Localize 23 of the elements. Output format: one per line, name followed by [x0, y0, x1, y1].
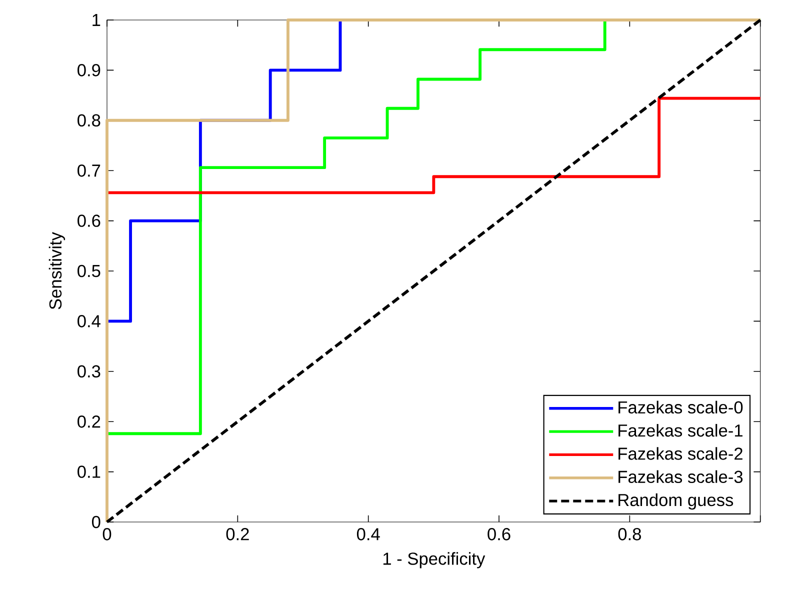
y-tick-label: 0.4 [78, 315, 100, 328]
legend-label: Fazekas scale-1 [618, 424, 742, 437]
y-tick-label: 0.7 [78, 164, 100, 177]
x-tick-label: 0.6 [488, 528, 510, 540]
y-tick-label: 0.9 [78, 64, 100, 76]
y-tick-label: 0.1 [78, 466, 100, 478]
y-tick-label: 0.3 [78, 365, 100, 378]
legend-label: Fazekas scale-3 [618, 470, 743, 484]
y-axis-title: Sensitivity [48, 232, 66, 310]
x-tick-label: 0.2 [226, 528, 249, 540]
y-tick-label: 1 [92, 14, 100, 26]
y-tick-label: 0.2 [78, 415, 100, 428]
legend-label: Random guess [618, 493, 734, 510]
legend-label: Fazekas scale-0 [618, 400, 743, 414]
legend-label: Fazekas scale-2 [618, 447, 742, 460]
x-tick-label: 0.4 [356, 528, 380, 540]
y-tick-label: 0.8 [78, 114, 100, 127]
x-axis-title: 1 - Specificity [383, 552, 486, 568]
x-tick-label: 0 [102, 528, 112, 540]
y-tick-label: 0.6 [78, 214, 100, 227]
y-tick-label: 0 [92, 516, 100, 528]
x-tick-label: 0.8 [618, 528, 641, 540]
y-tick-label: 0.5 [78, 264, 100, 278]
